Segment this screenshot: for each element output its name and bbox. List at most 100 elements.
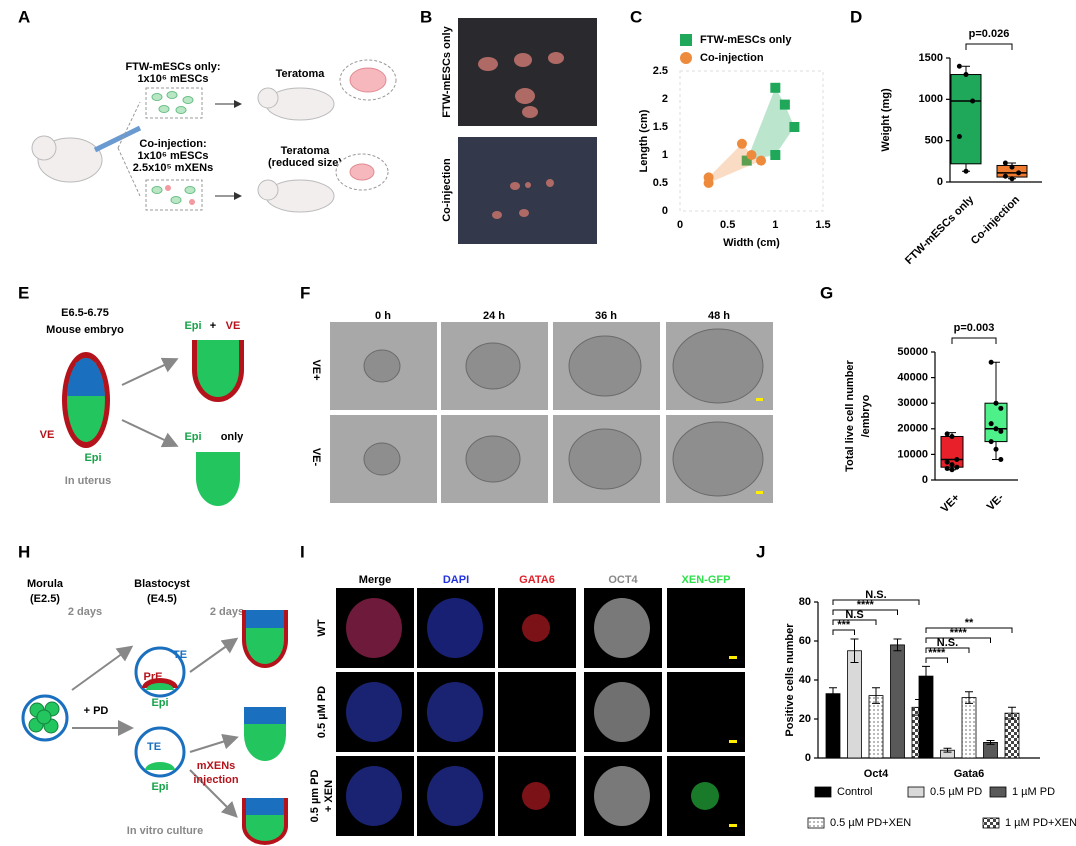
injection-label: injection bbox=[193, 774, 239, 786]
group-label: Co-injection: bbox=[139, 138, 206, 150]
x-tick-label: VE+ bbox=[939, 492, 962, 515]
epi bbox=[146, 683, 174, 690]
y-axis-label: Positive cells number bbox=[784, 623, 796, 737]
point bbox=[949, 462, 955, 468]
row-label: WT bbox=[316, 619, 328, 636]
row-label: + XEN bbox=[323, 780, 335, 812]
error-bar bbox=[850, 638, 859, 663]
stage: (E4.5) bbox=[147, 593, 177, 605]
x-tick-label: 0 bbox=[677, 219, 683, 231]
channel-label: XEN-GFP bbox=[682, 574, 731, 586]
signal bbox=[427, 598, 483, 658]
panel-e: E6.5-6.75 Mouse embryo EXE VE Epi In ute… bbox=[40, 307, 244, 506]
y-tick-label: 60 bbox=[799, 635, 811, 647]
epi bbox=[145, 762, 175, 770]
x-tick-label: 1.5 bbox=[815, 219, 830, 231]
p-value: p=0.003 bbox=[954, 322, 995, 334]
legend-label: 0.5 µM PD bbox=[930, 786, 982, 798]
significance-bracket bbox=[832, 629, 855, 635]
y-tick-label: 0 bbox=[922, 474, 928, 486]
y-tick-label: 2 bbox=[662, 93, 668, 105]
subject: Mouse embryo bbox=[46, 324, 124, 336]
error-bar bbox=[922, 665, 930, 687]
only-label: only bbox=[221, 431, 244, 443]
channel-label: Merge bbox=[359, 574, 391, 586]
significance-label: *** bbox=[837, 619, 851, 631]
x-axis-label: Width (cm) bbox=[723, 237, 780, 249]
y-tick-label: 1000 bbox=[919, 93, 943, 105]
significance-bracket bbox=[832, 609, 898, 615]
time-label: 0 h bbox=[375, 310, 391, 322]
epi-label: Epi bbox=[184, 320, 201, 332]
y-axis-label: /embryo bbox=[860, 394, 872, 437]
legend-marker bbox=[680, 52, 692, 64]
bar bbox=[918, 675, 934, 759]
stage: E6.5-6.75 bbox=[61, 307, 109, 319]
point bbox=[746, 150, 757, 160]
error-bar bbox=[943, 747, 952, 753]
guide bbox=[117, 101, 141, 197]
arrow bbox=[121, 419, 179, 448]
legend-label: Co-injection bbox=[700, 52, 764, 64]
time-label: 24 h bbox=[483, 310, 505, 322]
group-cells: 2.5x10⁵ mXENs bbox=[133, 162, 213, 174]
point bbox=[741, 155, 752, 166]
point bbox=[1009, 164, 1015, 170]
x-tick-label: 0.5 bbox=[720, 219, 735, 231]
y-tick-label: 20 bbox=[799, 713, 811, 725]
legend-label: 0.5 µM PD+XEN bbox=[830, 817, 911, 829]
y-axis-label: Total live cell number bbox=[844, 359, 856, 471]
point bbox=[963, 168, 969, 174]
legend-swatch bbox=[814, 786, 832, 798]
te-label: TE bbox=[173, 649, 187, 661]
panel-labels: A B C D E F G H I J bbox=[18, 7, 862, 561]
y-axis-label: Weight (mg) bbox=[880, 88, 892, 152]
y-tick-label: 1 bbox=[662, 149, 668, 161]
panel-h: Morula (E2.5) Blastocyst (E4.5) 2 days 2… bbox=[21, 578, 288, 845]
significance-bracket bbox=[832, 599, 920, 605]
embryo-image bbox=[672, 421, 764, 497]
x-tick-label: 1 bbox=[772, 219, 778, 231]
mouse-head bbox=[31, 135, 57, 161]
significance-label: N.S. bbox=[865, 589, 886, 601]
stage: Morula bbox=[27, 578, 64, 590]
row-label: 0.5 µm PD bbox=[309, 770, 321, 823]
significance-bracket bbox=[925, 657, 948, 663]
point bbox=[1016, 170, 1022, 176]
legend-label: 1 µM PD+XEN bbox=[1005, 817, 1076, 829]
x-tick-label: VE- bbox=[985, 491, 1007, 513]
panel-label: C bbox=[630, 7, 642, 26]
y-tick-label: 2.5 bbox=[653, 65, 668, 77]
legend-label: Control bbox=[837, 786, 872, 798]
bar bbox=[1004, 712, 1020, 759]
significance-label: **** bbox=[950, 627, 968, 639]
point bbox=[956, 63, 962, 69]
micrograph bbox=[498, 672, 576, 752]
embryo-image bbox=[568, 335, 642, 397]
y-tick-label: 20000 bbox=[897, 423, 928, 435]
significance-label: N.S. bbox=[937, 637, 958, 649]
point bbox=[988, 439, 994, 445]
plus: + bbox=[210, 320, 216, 332]
y-tick-label: 80 bbox=[799, 596, 811, 608]
scale-bar bbox=[729, 824, 737, 827]
group-cells: 1x10⁶ mESCs bbox=[137, 73, 208, 85]
point bbox=[789, 122, 800, 132]
arrow bbox=[189, 769, 238, 818]
x-tick-label: Co-injection bbox=[969, 194, 1023, 248]
y-axis-label: Length (cm) bbox=[638, 109, 650, 172]
embryo-image bbox=[672, 328, 764, 404]
point bbox=[998, 428, 1004, 434]
significance-bracket bbox=[925, 627, 1013, 633]
error-bar bbox=[965, 691, 973, 704]
syringe bbox=[93, 125, 142, 153]
panel-label: G bbox=[820, 283, 833, 302]
bracket bbox=[965, 43, 1013, 50]
scale-bar bbox=[729, 656, 737, 659]
point bbox=[756, 155, 767, 166]
panel-label: A bbox=[18, 7, 30, 26]
treatment: + PD bbox=[84, 705, 109, 717]
bar bbox=[825, 693, 841, 759]
point bbox=[956, 134, 962, 140]
legend-swatch bbox=[989, 786, 1007, 798]
